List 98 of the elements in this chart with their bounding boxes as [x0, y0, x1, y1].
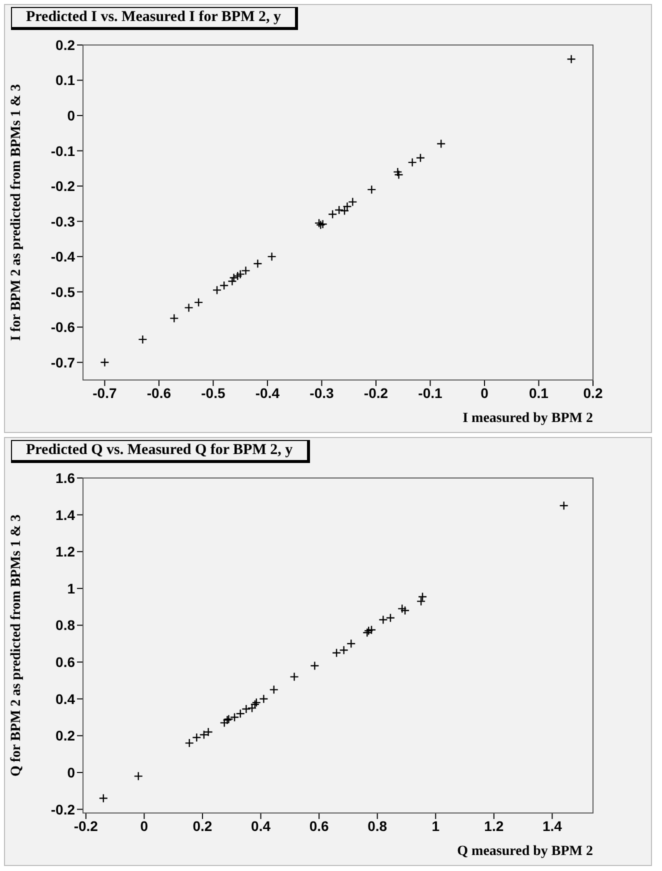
point: [332, 648, 342, 658]
point: [269, 685, 278, 694]
x-tick-label: -0.6: [146, 384, 172, 401]
point: [100, 358, 110, 367]
x-tick-label: 0: [480, 384, 489, 401]
point: [184, 303, 194, 312]
point: [328, 210, 338, 219]
y-tick-label: -0.4: [50, 248, 76, 265]
point: [310, 661, 320, 670]
point: [170, 314, 179, 323]
point: [236, 270, 245, 279]
point: [378, 615, 388, 624]
x-tick-label: 1.2: [484, 818, 504, 834]
point: [364, 626, 374, 636]
point: [212, 285, 222, 295]
y-tick-label: 0.4: [56, 690, 76, 707]
point: [236, 709, 245, 718]
point: [233, 271, 242, 281]
point: [398, 604, 407, 614]
point: [194, 298, 204, 308]
point: [98, 794, 108, 803]
y-tick-label: 0.2: [56, 36, 76, 53]
y-tick-label: -0.2: [50, 801, 76, 818]
x-tick-label: 0.2: [583, 384, 603, 401]
point: [342, 202, 352, 212]
point: [400, 606, 410, 616]
x-tick-label: -0.4: [255, 384, 280, 401]
point: [566, 54, 576, 64]
point: [184, 738, 194, 748]
y-tick-label: 0.1: [56, 72, 76, 88]
point: [219, 280, 229, 290]
chart-title: Predicted I vs. Measured I for BPM 2, y: [11, 7, 298, 30]
point: [367, 184, 376, 194]
point: [386, 613, 396, 622]
y-tick-label: 1.6: [56, 470, 76, 486]
x-axis-title: I measured by BPM 2: [462, 411, 593, 426]
point: [250, 700, 260, 709]
point: [366, 625, 376, 634]
y-tick-label: -0.3: [50, 213, 76, 230]
point: [436, 139, 446, 148]
x-tick-label: 1.4: [542, 818, 562, 834]
point: [416, 596, 426, 606]
x-tick-label: -0.7: [92, 384, 117, 401]
point: [290, 672, 299, 682]
point: [228, 276, 237, 286]
y-tick-label: 0.6: [56, 654, 76, 670]
point: [241, 266, 250, 276]
y-tick-label: -0.7: [50, 354, 76, 370]
chart-title: Predicted Q vs. Measured Q for BPM 2, y: [11, 440, 310, 463]
point: [393, 167, 402, 177]
point: [253, 259, 262, 268]
point: [340, 206, 350, 216]
x-tick-label: 0.4: [251, 818, 271, 834]
point: [267, 252, 276, 262]
y-tick-label: 0: [67, 107, 76, 124]
y-tick-label: -0.2: [50, 178, 76, 194]
x-tick-label: -0.1: [418, 384, 443, 401]
y-axis-title: Q for BPM 2 as predicted from BPMs 1 & 3: [8, 514, 24, 777]
point: [334, 205, 344, 215]
y-tick-label: -0.5: [50, 284, 76, 300]
x-tick-label: -0.2: [364, 384, 388, 401]
y-tick-label: 1: [67, 580, 76, 596]
point: [252, 698, 261, 708]
point: [204, 727, 213, 737]
y-tick-label: -0.1: [50, 142, 76, 159]
x-tick-label: 0.1: [529, 384, 549, 401]
point: [348, 197, 358, 207]
x-tick-label: 1: [432, 818, 440, 834]
y-tick-label: 1.2: [56, 544, 76, 560]
point: [408, 158, 417, 168]
point: [134, 772, 143, 781]
point: [192, 732, 202, 742]
x-tick-label: -0.3: [310, 384, 334, 401]
point: [559, 501, 568, 510]
point: [230, 712, 240, 722]
y-axis-title: I for BPM 2 as predicted from BPMs 1 & 3: [8, 84, 24, 341]
x-tick-label: 0.6: [309, 818, 329, 834]
point: [346, 639, 356, 648]
point: [220, 718, 229, 728]
x-axis-title: Q measured by BPM 2: [457, 844, 593, 859]
x-tick-label: -0.5: [201, 384, 226, 401]
y-tick-label: 0.2: [56, 728, 76, 744]
point: [138, 334, 148, 344]
x-tick-label: 0: [140, 818, 148, 834]
y-tick-label: 1.4: [56, 506, 76, 523]
y-tick-label: -0.6: [50, 319, 76, 336]
point: [229, 273, 238, 282]
point: [339, 646, 348, 655]
point: [418, 592, 428, 602]
point: [242, 704, 251, 714]
point: [416, 153, 426, 162]
point: [394, 170, 404, 180]
x-tick-label: 0.2: [192, 818, 212, 834]
point: [199, 730, 209, 740]
y-tick-label: 0: [67, 764, 76, 780]
x-tick-label: 0.8: [368, 818, 388, 834]
point: [259, 694, 268, 704]
y-tick-label: 0.8: [56, 617, 76, 634]
